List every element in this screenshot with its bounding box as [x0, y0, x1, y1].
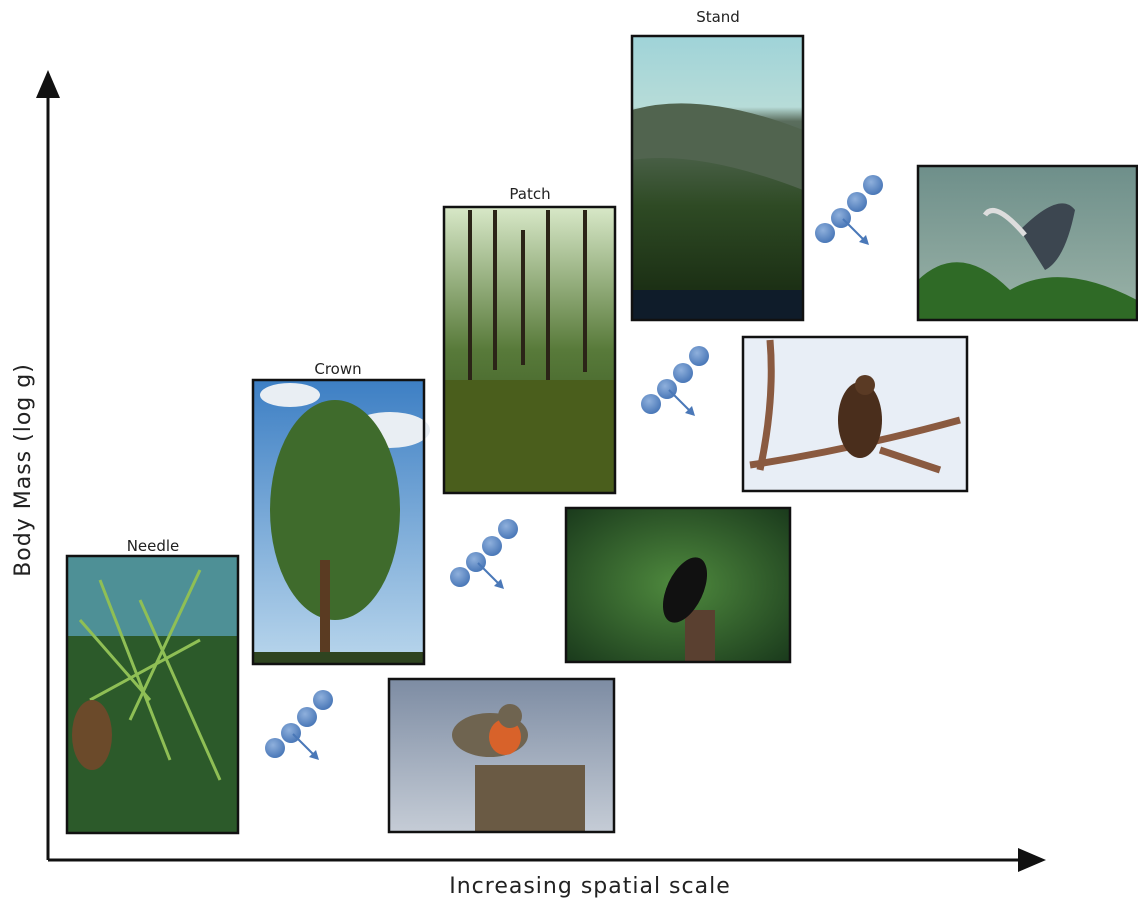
scale-label: Needle	[127, 537, 180, 555]
scale-label: Stand	[696, 8, 740, 26]
stand-photo	[630, 34, 805, 322]
blackbird-photo	[564, 506, 792, 664]
patch-photo	[442, 205, 617, 495]
hawk-photo	[741, 335, 969, 493]
needle-photo	[65, 554, 240, 835]
x-arrow	[1018, 848, 1046, 872]
crown-photo	[251, 378, 430, 666]
scale-label: Crown	[314, 360, 361, 378]
y-axis-label: Body Mass (log g)	[11, 363, 36, 577]
scale-label: Patch	[509, 185, 550, 203]
heron-photo	[916, 164, 1138, 322]
y-arrow	[36, 70, 60, 98]
robin-photo	[387, 677, 616, 834]
x-axis-label: Increasing spatial scale	[449, 874, 731, 899]
